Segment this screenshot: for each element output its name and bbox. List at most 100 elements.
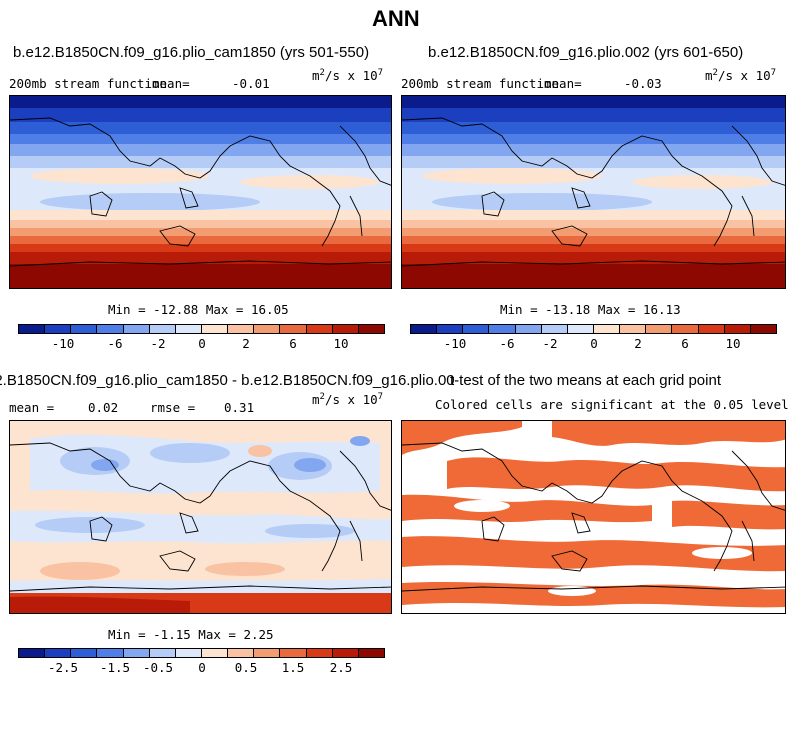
cbar-swatch: [358, 649, 384, 657]
panel3-title-clip: b.e12.B1850CN.f09_g16.plio_cam1850 - b.e…: [0, 370, 455, 392]
cbar-tick-label: 2: [242, 336, 250, 351]
panel4-subtitle: Colored cells are significant at the 0.0…: [435, 397, 789, 412]
panel3-map-svg: [10, 421, 391, 613]
cbar-swatch: [97, 325, 124, 333]
cbar-swatch: [358, 325, 384, 333]
cbar-swatch: [280, 325, 307, 333]
figure-title: ANN: [372, 6, 420, 31]
panel1-variable: 200mb stream function: [9, 76, 168, 91]
cbar-swatch: [724, 325, 751, 333]
cbar-tick-label: 0: [198, 660, 206, 675]
panel1-units: m2/s x 107: [312, 68, 384, 84]
cbar-swatch: [332, 325, 359, 333]
cbar-swatch: [489, 325, 516, 333]
cbar-tick-label: 6: [289, 336, 297, 351]
panel1-mean-label: mean=: [152, 76, 190, 91]
cbar-swatch: [123, 649, 150, 657]
cbar-swatch: [254, 325, 281, 333]
panel3-units: m2/s x 107: [312, 392, 384, 408]
cbar-tick-label: -2: [150, 336, 166, 351]
cbar-swatch: [228, 649, 255, 657]
panel3-rmse-value: 0.31: [224, 400, 255, 415]
panel4-map-svg: [402, 421, 785, 608]
cbar-tick-label: 0: [590, 336, 598, 351]
cbar-swatch: [593, 325, 621, 333]
cbar-swatch: [620, 325, 647, 333]
panel2-variable: 200mb stream function: [401, 76, 560, 91]
cbar-tick-label: 10: [725, 336, 741, 351]
cbar-swatch: [750, 325, 776, 333]
cbar-swatch: [567, 325, 594, 333]
cbar-tick-label: -2: [542, 336, 558, 351]
colorbar-top-right-ticks: -10 -6 -2 0 2 6 10: [410, 336, 777, 352]
panel1-mean-value: -0.01: [232, 76, 270, 91]
cbar-tick-label: -6: [107, 336, 123, 351]
cbar-swatch: [698, 325, 725, 333]
cbar-swatch: [19, 649, 46, 657]
cbar-swatch: [228, 325, 255, 333]
cbar-tick-label: 0: [198, 336, 206, 351]
cbar-swatch: [541, 325, 568, 333]
cbar-swatch: [254, 649, 281, 657]
cbar-tick-label: -6: [499, 336, 515, 351]
panel2-mean-label: mean=: [544, 76, 582, 91]
cbar-swatch: [201, 325, 229, 333]
panel1-map-svg: [10, 96, 391, 288]
cbar-swatch: [280, 649, 307, 657]
cbar-tick-label: -1.5: [99, 660, 131, 675]
cbar-tick-label: 1.5: [281, 660, 305, 675]
panel2-mean-value: -0.03: [624, 76, 662, 91]
panel3-map: [9, 420, 392, 614]
panel3-rmse-label: rmse =: [150, 400, 196, 415]
cbar-tick-label: -10: [443, 336, 467, 351]
cbar-swatch: [332, 649, 359, 657]
colorbar-bottom-ticks: -2.5 -1.5 -0.5 0 0.5 1.5 2.5: [18, 660, 385, 676]
colorbar-top-right: [410, 324, 777, 334]
cbar-swatch: [45, 325, 72, 333]
cbar-swatch: [123, 325, 150, 333]
cbar-swatch: [149, 649, 176, 657]
cbar-tick-label: -10: [51, 336, 75, 351]
colorbar-top-left: [18, 324, 385, 334]
cbar-tick-label: -2.5: [47, 660, 79, 675]
cbar-swatch: [45, 649, 72, 657]
panel2-map-svg: [402, 96, 785, 288]
panel1-map: [9, 95, 392, 289]
cbar-swatch: [672, 325, 699, 333]
cbar-swatch: [515, 325, 542, 333]
panel3-mean-label: mean =: [9, 400, 55, 415]
cbar-tick-label: 6: [681, 336, 689, 351]
panel1-minmax: Min = -12.88 Max = 16.05: [108, 302, 289, 317]
panel4-map: [401, 420, 786, 614]
panel3-mean-value: 0.02: [88, 400, 119, 415]
colorbar-top-left-ticks: -10 -6 -2 0 2 6 10: [18, 336, 385, 352]
cbar-tick-label: 2: [634, 336, 642, 351]
cbar-swatch: [19, 325, 46, 333]
panel2-units: m2/s x 107: [705, 68, 777, 84]
cbar-swatch: [437, 325, 464, 333]
cbar-tick-label: 0.5: [234, 660, 258, 675]
cbar-tick-label: 10: [333, 336, 349, 351]
cbar-tick-label: -0.5: [142, 660, 174, 675]
cbar-swatch: [463, 325, 490, 333]
panel3-minmax: Min = -1.15 Max = 2.25: [108, 627, 274, 642]
cbar-swatch: [201, 649, 229, 657]
cbar-swatch: [175, 649, 202, 657]
colorbar-bottom: [18, 648, 385, 658]
cbar-swatch: [175, 325, 202, 333]
panel2-case-title: b.e12.B1850CN.f09_g16.plio.002 (yrs 601-…: [428, 44, 744, 61]
cbar-swatch: [149, 325, 176, 333]
cbar-swatch: [97, 649, 124, 657]
cbar-swatch: [306, 325, 333, 333]
panel2-minmax: Min = -13.18 Max = 16.13: [500, 302, 681, 317]
cbar-swatch: [646, 325, 673, 333]
cbar-swatch: [71, 649, 98, 657]
panel1-case-title: b.e12.B1850CN.f09_g16.plio_cam1850 (yrs …: [13, 44, 370, 61]
panel4-title: t-test of the two means at each grid poi…: [450, 372, 721, 389]
panel2-map: [401, 95, 786, 289]
cbar-tick-label: 2.5: [329, 660, 353, 675]
panel3-case-title: b.e12.B1850CN.f09_g16.plio_cam1850 - b.e…: [0, 372, 455, 389]
cbar-swatch: [71, 325, 98, 333]
cbar-swatch: [306, 649, 333, 657]
cbar-swatch: [411, 325, 438, 333]
